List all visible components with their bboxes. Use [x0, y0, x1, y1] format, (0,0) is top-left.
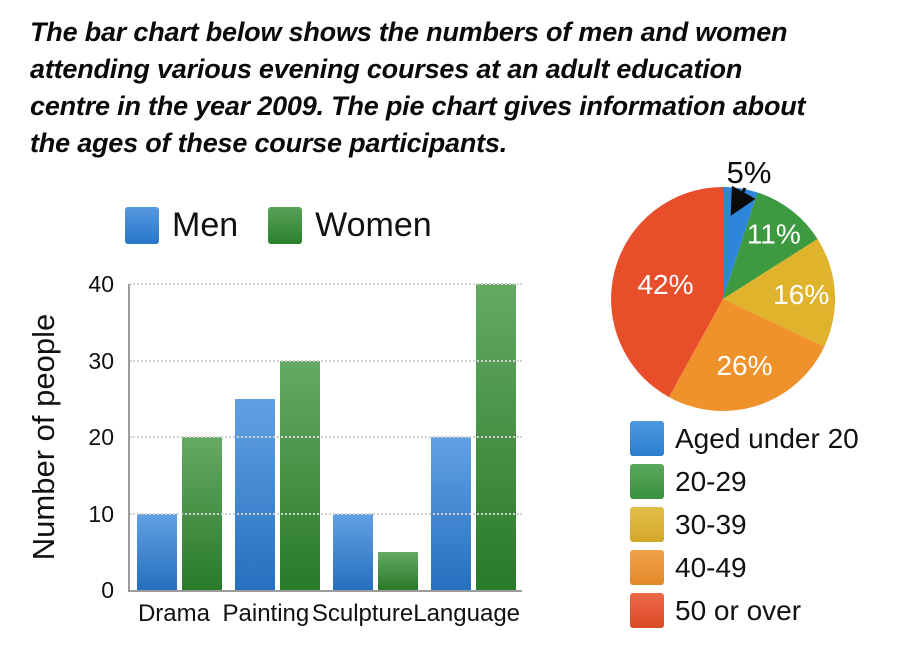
pie-slices	[611, 187, 835, 411]
bar-group-sculpture	[332, 513, 418, 590]
pie-chart-legend: Aged under 20 20-29 30-39 40-49 50 or over	[630, 421, 859, 636]
pie-legend-swatch-aged-under-20	[630, 421, 664, 456]
pie-legend-item-40-49: 40-49	[630, 550, 859, 585]
bar-women-painting	[279, 360, 320, 590]
bar-group-painting	[234, 360, 320, 590]
pie-legend-label-20-29: 20-29	[675, 465, 747, 497]
gridline-10	[130, 512, 522, 515]
women-legend-label: Women	[315, 206, 432, 244]
gridline-20	[130, 436, 522, 438]
bar-plot-area	[128, 283, 522, 592]
x-label-language: Language	[413, 600, 521, 627]
prompt-line-3: centre in the year 2009. The pie chart g…	[30, 91, 806, 121]
y-axis-tick-labels: 0 10 20 30 40	[58, 0, 114, 656]
legend-item-men: Men	[125, 206, 238, 245]
x-label-painting: Painting	[222, 600, 310, 627]
pie-percentage-labels: 5% 11% 16% 26% 42%	[637, 155, 829, 381]
legend-item-women: Women	[268, 206, 432, 245]
pie-legend-swatch-30-39	[630, 507, 664, 542]
pie-legend-item-20-29: 20-29	[630, 464, 859, 499]
task-prompt: The bar chart below shows the numbers of…	[30, 14, 916, 162]
bar-men-sculpture	[332, 513, 373, 590]
gridline-30	[130, 359, 522, 362]
five-percent-callout-arrow	[730, 185, 756, 216]
pie-slice-50-or-over	[611, 187, 723, 398]
y-tick-label-20: 20	[88, 424, 114, 450]
women-color-swatch	[268, 207, 303, 244]
pie-slice-30-39	[723, 239, 835, 347]
gridline-40	[130, 283, 522, 285]
bar-men-painting	[234, 398, 275, 590]
pie-label-42pct: 42%	[637, 269, 693, 300]
y-tick-label-30: 30	[88, 347, 114, 374]
pie-legend-swatch-50-or-over	[630, 593, 664, 628]
bar-men-drama	[136, 513, 177, 590]
pie-label-11pct: 11%	[747, 219, 801, 250]
pie-label-26pct: 26%	[716, 350, 772, 381]
pie-legend-item-aged-under-20: Aged under 20	[630, 421, 859, 456]
pie-label-5pct-outside: 5%	[727, 155, 772, 190]
prompt-line-4: the ages of these course participants.	[30, 128, 508, 158]
y-tick-label-0: 0	[101, 577, 114, 603]
pie-slice-40-49	[669, 299, 825, 411]
pie-legend-swatch-20-29	[630, 464, 664, 499]
y-tick-label-10: 10	[88, 500, 114, 527]
pie-legend-label-aged-under-20: Aged under 20	[675, 422, 859, 454]
pie-label-16pct: 16%	[773, 279, 829, 310]
men-color-swatch	[125, 207, 159, 244]
pie-legend-swatch-40-49	[630, 550, 664, 585]
pie-slice-20-29	[723, 192, 818, 299]
pie-legend-label-30-39: 30-39	[675, 508, 747, 540]
pie-legend-item-30-39: 30-39	[630, 507, 859, 542]
pie-legend-item-50-or-over: 50 or over	[630, 593, 859, 628]
men-legend-label: Men	[172, 206, 239, 244]
bar-women-sculpture	[377, 551, 418, 590]
x-label-sculpture: Sculpture	[311, 600, 414, 627]
prompt-line-1: The bar chart below shows the numbers of…	[30, 17, 788, 47]
y-axis-title: Number of people	[26, 313, 61, 561]
bar-chart-legend: Men Women	[125, 206, 432, 245]
pie-chart: 5% 11% 16% 26% 42%	[611, 155, 835, 411]
prompt-line-2: attending various evening courses at an …	[30, 54, 743, 84]
y-tick-label-40: 40	[88, 271, 114, 297]
pie-legend-label-40-49: 40-49	[675, 551, 747, 583]
pie-legend-label-50-or-over: 50 or over	[675, 594, 802, 626]
x-axis-category-labels: Drama Painting Sculpture Language	[128, 600, 520, 628]
x-label-drama: Drama	[137, 600, 210, 627]
